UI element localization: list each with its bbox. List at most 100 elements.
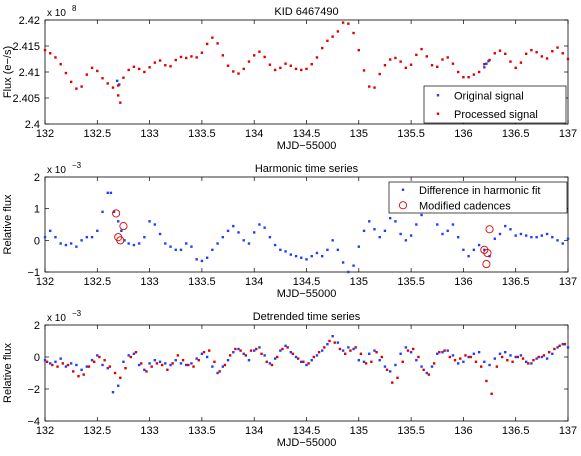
data-point [446, 229, 449, 233]
plot-area [44, 324, 569, 422]
data-point [336, 30, 340, 33]
data-point [187, 363, 190, 367]
data-point [242, 67, 245, 71]
data-point [540, 55, 544, 58]
data-point [509, 228, 512, 231]
data-point-circle [485, 225, 494, 234]
data-point [456, 70, 460, 74]
data-point [185, 242, 188, 245]
data-point [383, 229, 387, 233]
data-point [129, 355, 132, 359]
data-point [263, 55, 266, 59]
data-point [535, 357, 538, 360]
data-point [436, 352, 439, 355]
data-point [378, 359, 381, 362]
data-point [45, 360, 49, 363]
data-point [331, 35, 334, 38]
series-2 [112, 209, 494, 269]
data-point [472, 248, 476, 252]
data-point [117, 84, 120, 87]
data-point [281, 347, 284, 351]
data-point [488, 363, 491, 367]
data-point [404, 346, 408, 349]
x-axis-label: MJD−55000 [277, 140, 337, 152]
data-point [232, 70, 235, 73]
data-point [479, 365, 483, 368]
axis-exponent-base: x 10 [47, 313, 66, 324]
legend-marker-circle [398, 201, 408, 210]
data-point [43, 48, 47, 52]
data-point [545, 57, 549, 60]
data-point [103, 359, 106, 362]
data-point [415, 223, 418, 226]
data-point [43, 359, 47, 362]
data-point [294, 355, 298, 359]
data-point [566, 237, 570, 240]
y-axis-label: Flux (e−/s) [2, 46, 14, 98]
data-point [399, 352, 402, 355]
data-point [558, 344, 561, 347]
chart-title: Detrended time series [253, 311, 361, 323]
chart-title: Harmonic time series [255, 163, 359, 175]
data-point [211, 36, 214, 39]
x-tick-label: 133.5 [188, 425, 216, 437]
data-point [380, 355, 384, 359]
x-tick-label: 136 [454, 276, 472, 288]
data-point [205, 256, 209, 259]
data-point [211, 248, 214, 252]
data-point [310, 359, 313, 362]
data-point [211, 365, 214, 368]
data-point [542, 354, 546, 357]
data-point [169, 65, 172, 68]
data-point [357, 359, 360, 362]
data-point [106, 191, 109, 195]
data-point [253, 231, 256, 234]
data-point [127, 354, 130, 357]
data-point [477, 70, 481, 74]
data-point [239, 349, 242, 352]
data-point [197, 359, 200, 362]
data-point [119, 101, 122, 104]
data-point [232, 351, 235, 354]
data-point [385, 368, 389, 371]
data-point [123, 239, 126, 242]
data-point [388, 370, 392, 373]
data-point [247, 60, 251, 63]
data-point [85, 365, 89, 368]
series-2 [43, 21, 570, 104]
data-point [127, 242, 130, 245]
data-point [237, 347, 240, 351]
data-point [504, 224, 507, 228]
data-point [49, 362, 52, 365]
data-point [500, 355, 504, 359]
data-point [115, 79, 119, 83]
data-point [258, 223, 261, 226]
data-point [498, 352, 502, 355]
data-point [200, 259, 204, 263]
data-point [190, 55, 193, 58]
y-tick-label: 2.405 [12, 93, 40, 105]
data-point [456, 235, 460, 239]
data-point [305, 258, 308, 261]
data-point [59, 242, 62, 245]
data-point [143, 235, 146, 239]
data-point [320, 254, 324, 258]
data-point [195, 357, 198, 360]
data-point [54, 56, 57, 59]
data-point [216, 42, 219, 45]
legend: Difference in harmonic fit Modified caden… [388, 181, 568, 214]
data-point [532, 359, 535, 362]
data-point [524, 360, 528, 363]
data-point [563, 343, 567, 346]
data-point [477, 351, 481, 354]
data-point [195, 56, 198, 59]
data-point [158, 232, 162, 236]
data-point [422, 368, 425, 371]
data-point [164, 64, 167, 67]
data-point [415, 359, 418, 362]
data-point [451, 223, 455, 226]
data-point [498, 49, 502, 52]
x-tick-label: 132.5 [84, 276, 112, 288]
data-point [61, 362, 64, 365]
data-point [112, 210, 116, 214]
